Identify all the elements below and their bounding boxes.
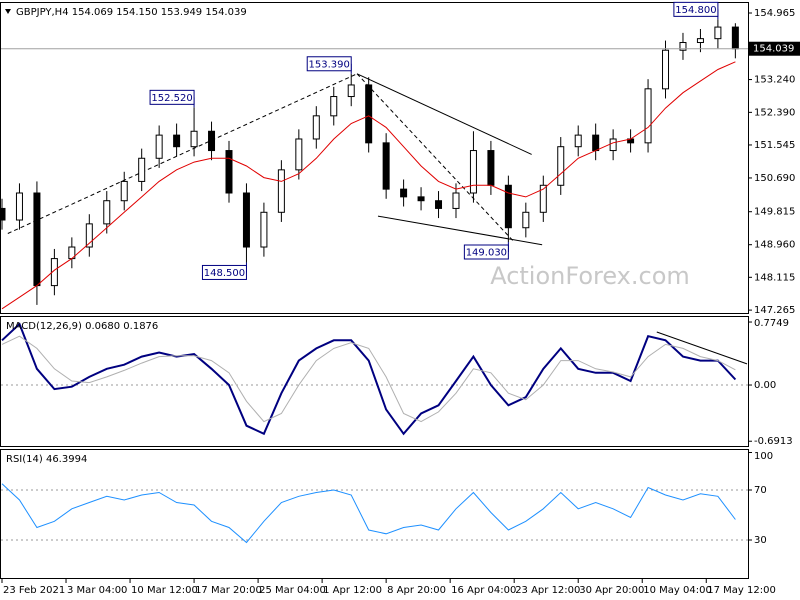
panel-title: RSI(14) 46.3994 [6,454,87,465]
candle-body [347,84,355,98]
candle-body [539,184,547,213]
y-tick-label: 30 [754,535,767,546]
y-tick-label: 100 [754,451,773,462]
candle-body [469,150,477,194]
x-tick-label: 8 Apr 20:00 [387,585,446,596]
indicator-line [1,322,737,436]
annotation-box [463,244,509,260]
annotation-label: 148.500 [204,268,245,279]
candle-body [120,180,128,202]
candle-body [15,192,23,221]
candle-body [208,130,216,152]
indicator-line [1,483,736,544]
y-tick-label: -0.6913 [754,436,793,447]
x-tick-label: 17 Mar 20:00 [195,585,262,596]
candle-body [574,134,582,148]
candle-body [662,49,670,90]
candle-body [522,211,530,229]
annotation-box [149,89,195,105]
moving-average [1,61,736,310]
x-tick-label: 17 May 12:00 [707,585,776,596]
last-price-label: 154.039 [753,44,794,55]
candle-body [644,88,652,144]
x-tick-label: 10 Mar 12:00 [131,585,198,596]
y-tick-label: 0.7749 [754,318,789,329]
y-tick-label: 148.960 [754,240,795,251]
candle-body [417,196,425,202]
candle-body [33,192,41,287]
candle-body [85,223,93,248]
x-tick-label: 23 Apr 12:00 [515,585,580,596]
candle-body [190,130,198,148]
y-tick-label: 153.240 [754,75,795,86]
candle-body [312,115,320,140]
candle-body [155,134,163,159]
x-tick-label: 23 Feb 2021 [3,585,65,596]
indicator-line [1,335,736,423]
candle-body [242,192,250,248]
trendline [656,331,748,365]
candle-body [487,150,495,186]
annotation-label: 153.390 [309,59,350,70]
trendline [377,215,543,246]
candle-body [0,207,6,221]
candle-body [557,146,565,186]
candle-body [400,188,408,198]
x-tick-label: 3 Mar 04:00 [67,585,127,596]
candle-body [714,26,722,40]
annotation-label: 149.030 [466,248,507,259]
y-tick-label: 148.115 [754,272,795,283]
candle-body [731,26,739,50]
x-tick-label: 30 Apr 20:00 [579,585,644,596]
candle-body [295,138,303,171]
y-tick-label: 154.965 [754,8,795,19]
candle-body [504,184,512,229]
annotation-label: 152.520 [151,93,192,104]
annotation-box [673,1,719,17]
annotation-box [306,56,352,72]
x-tick-label: 16 Apr 04:00 [451,585,516,596]
x-tick-label: 10 May 04:00 [643,585,712,596]
panel-title: MACD(12,26,9) 0.0680 0.1876 [6,321,158,332]
candle-body [365,84,373,144]
last-price-box [749,41,800,56]
candle-body [452,192,460,209]
candle-body [260,211,268,248]
panel-title: GBPJPY,H4 154.069 154.150 153.949 154.03… [16,7,247,18]
y-tick-label: 70 [754,485,767,496]
candle-body [592,134,600,152]
x-tick-label: 1 Apr 12:00 [323,585,382,596]
candle-body [696,38,704,44]
y-tick-label: 150.690 [754,173,795,184]
y-tick-label: 147.265 [754,305,795,316]
candle-body [435,200,443,209]
watermark: ActionForex.com [490,262,690,290]
candle-body [330,96,338,117]
candle-body [173,134,181,148]
y-tick-label: 152.390 [754,107,795,118]
y-tick-label: 151.545 [754,140,795,151]
candle-body [225,150,233,194]
annotation-box [201,264,247,280]
trendline [356,73,532,155]
candle-body [679,42,687,51]
trendline [356,73,515,243]
annotation-label: 154.800 [675,5,716,16]
candle-body [138,157,146,182]
trendline [7,73,358,234]
y-tick-label: 0.00 [754,380,776,391]
title-icon [5,9,11,14]
x-tick-label: 25 Mar 04:00 [259,585,326,596]
candle-body [103,200,111,225]
candle-body [277,169,285,213]
y-tick-label: 149.815 [754,207,795,218]
candle-body [382,142,390,190]
candle-body [50,258,58,287]
candle-body [609,138,617,152]
